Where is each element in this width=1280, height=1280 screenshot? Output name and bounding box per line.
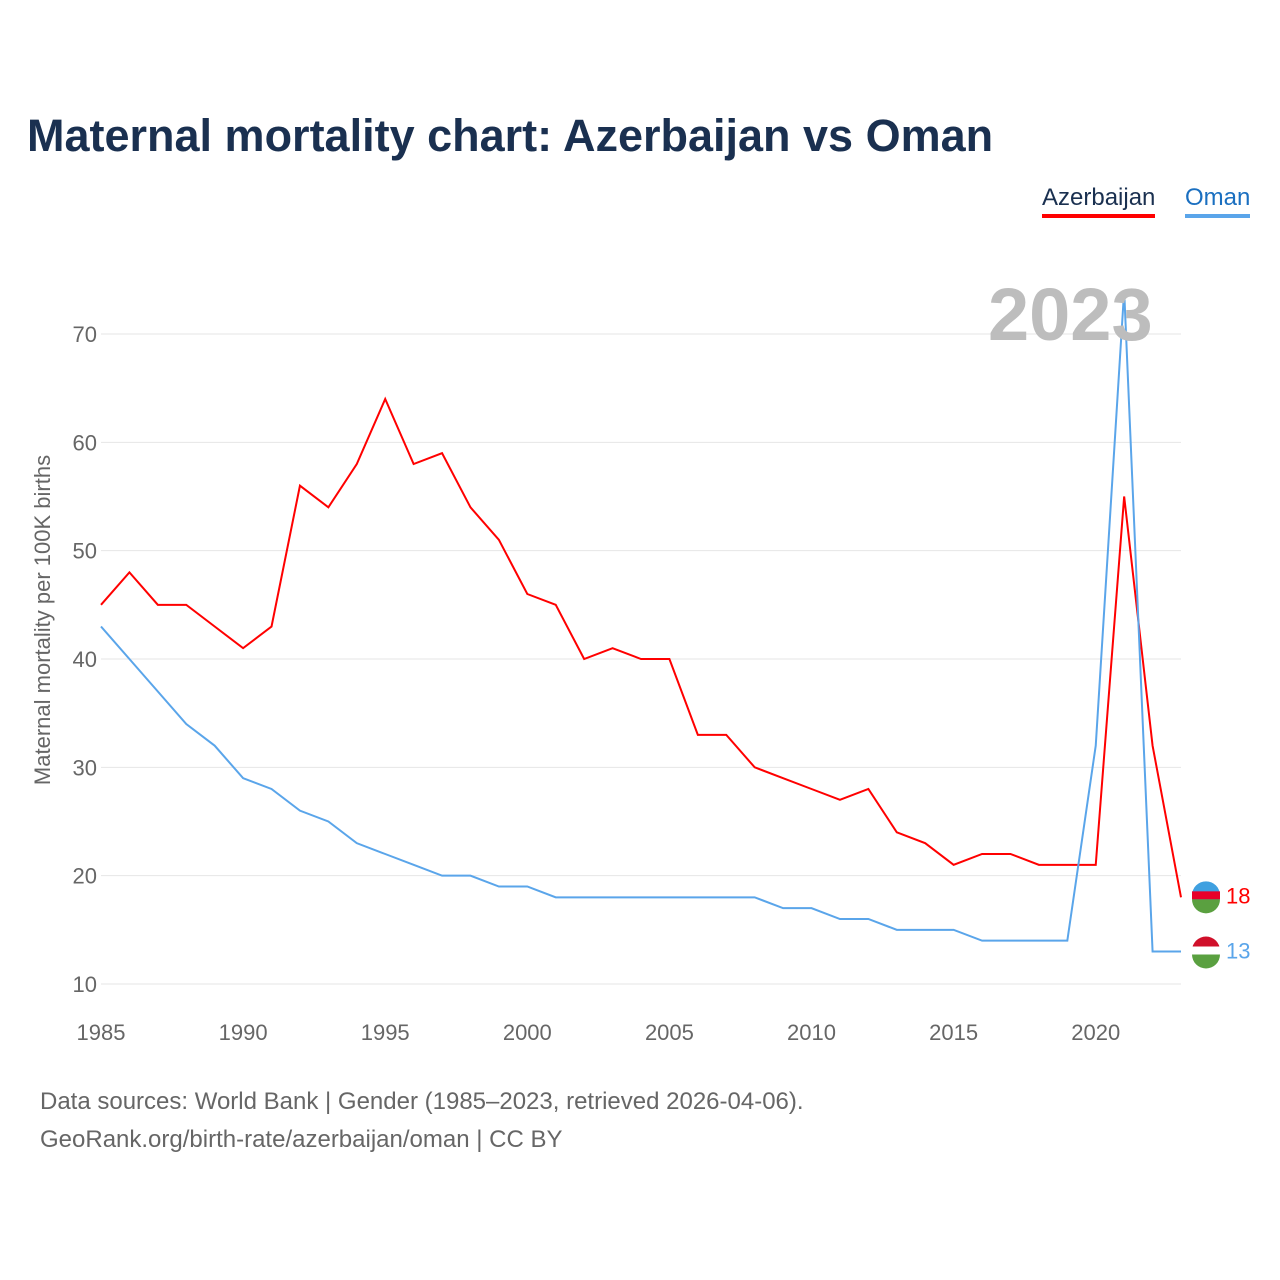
y-tick-label: 50 (73, 539, 97, 564)
y-tick-label: 20 (73, 864, 97, 889)
flag-stripe (1192, 891, 1220, 900)
x-tick-label: 2015 (929, 1020, 978, 1045)
x-tick-label: 2005 (645, 1020, 694, 1045)
x-tick-label: 2010 (787, 1020, 836, 1045)
x-tick-label: 1995 (361, 1020, 410, 1045)
x-tick-label: 2000 (503, 1020, 552, 1045)
x-tick-label: 1985 (77, 1020, 126, 1045)
series-line-oman (100, 290, 1181, 953)
y-tick-label: 30 (73, 755, 97, 780)
flag-stripe (1192, 946, 1220, 955)
series-line-azerbaijan (100, 396, 1182, 898)
flag-stripe (1192, 954, 1220, 969)
footer-sources: Data sources: World Bank | Gender (1985–… (40, 1088, 804, 1115)
y-tick-label: 40 (73, 647, 97, 672)
x-tick-label: 2020 (1071, 1020, 1120, 1045)
y-axis-label: Maternal mortality per 100K births (30, 455, 55, 785)
end-value-label: 18 (1226, 883, 1250, 908)
chart-title: Maternal mortality chart: Azerbaijan vs … (27, 110, 994, 161)
year-watermark: 2023 (988, 273, 1153, 356)
legend-azerbaijan[interactable]: Azerbaijan (1042, 184, 1156, 218)
end-value-label: 13 (1226, 939, 1250, 964)
flag-stripe (1192, 899, 1220, 914)
footer-link[interactable]: GeoRank.org/birth-rate/azerbaijan/oman |… (40, 1126, 563, 1153)
legend-oman[interactable]: Oman (1185, 184, 1251, 218)
x-tick-label: 1990 (219, 1020, 268, 1045)
y-tick-label: 10 (73, 972, 97, 997)
y-tick-label: 70 (73, 322, 97, 347)
y-tick-label: 60 (73, 430, 97, 455)
